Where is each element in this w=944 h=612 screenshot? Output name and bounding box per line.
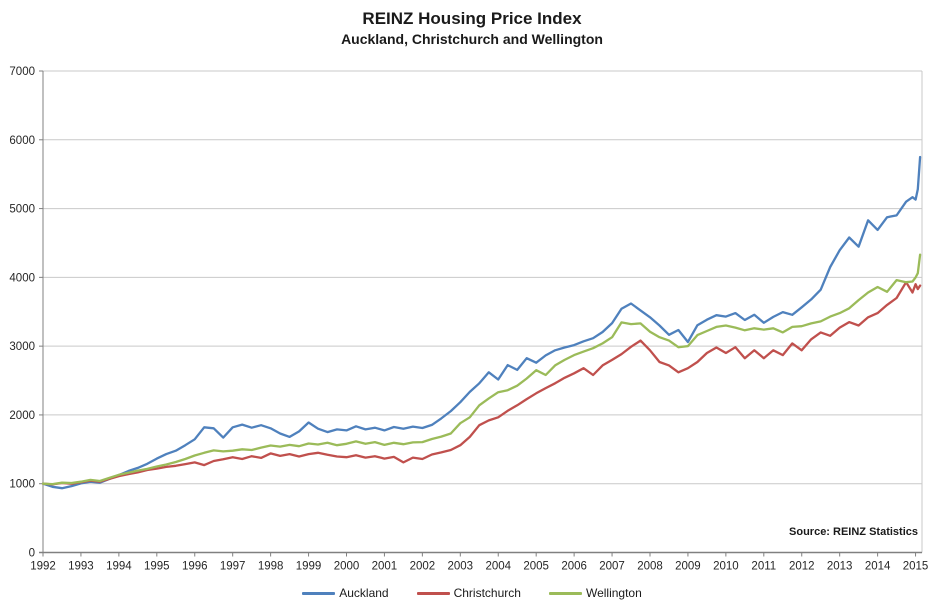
- x-axis-label: 2013: [827, 561, 853, 573]
- x-axis-label: 1995: [144, 561, 170, 573]
- x-axis-label: 1994: [106, 561, 132, 573]
- y-axis-label: 3000: [9, 341, 35, 353]
- chart-legend: Auckland Christchurch Wellington: [0, 586, 944, 600]
- y-axis-label: 2000: [9, 410, 35, 422]
- x-axis-label: 2010: [713, 561, 739, 573]
- series-line-wellington: [41, 253, 922, 486]
- x-axis-label: 1997: [220, 561, 246, 573]
- source-note: Source: REINZ Statistics: [789, 526, 918, 538]
- legend-item-wellington: Wellington: [548, 586, 642, 600]
- x-axis-label: 1992: [30, 561, 56, 573]
- x-axis-label: 1993: [68, 561, 94, 573]
- y-axis-label: 1000: [9, 479, 35, 491]
- x-axis-label: 2002: [410, 561, 436, 573]
- x-axis-label: 2001: [372, 561, 398, 573]
- series-line-auckland: [41, 155, 922, 490]
- x-axis-label: 2008: [637, 561, 663, 573]
- legend-line-swatch: [548, 591, 582, 595]
- x-axis-label: 2006: [561, 561, 587, 573]
- x-axis-label: 1998: [258, 561, 284, 573]
- legend-line-swatch: [416, 591, 450, 595]
- y-axis-label: 7000: [9, 66, 35, 78]
- x-axis-label: 2000: [334, 561, 360, 573]
- legend-label: Auckland: [339, 586, 389, 600]
- x-axis-label: 2007: [599, 561, 625, 573]
- legend-label: Christchurch: [453, 586, 521, 600]
- legend-item-christchurch: Christchurch: [416, 586, 521, 600]
- y-axis-label: 5000: [9, 204, 35, 216]
- x-axis-label: 2011: [751, 561, 776, 573]
- x-axis-label: 2012: [789, 561, 815, 573]
- x-axis-label: 2014: [865, 561, 891, 573]
- x-axis-label: 2009: [675, 561, 701, 573]
- legend-label: Wellington: [585, 586, 642, 600]
- y-axis-label: 0: [29, 548, 35, 560]
- x-axis-label: 1996: [182, 561, 208, 573]
- chart-subtitle: Auckland, Christchurch and Wellington: [341, 31, 603, 47]
- chart-header: REINZ Housing Price Index Auckland, Chri…: [0, 8, 944, 48]
- x-axis-label: 2004: [485, 561, 511, 573]
- legend-line-swatch: [302, 591, 336, 595]
- chart-title: REINZ Housing Price Index: [362, 9, 582, 28]
- x-axis-label: 2003: [448, 561, 474, 573]
- y-axis-label: 6000: [9, 135, 35, 147]
- y-axis-label: 4000: [9, 272, 35, 284]
- x-axis-label: 2005: [523, 561, 549, 573]
- x-axis-label: 1999: [296, 561, 322, 573]
- legend-item-auckland: Auckland: [302, 586, 389, 600]
- series-line-christchurch: [41, 281, 922, 486]
- x-axis-label: 2015: [903, 561, 929, 573]
